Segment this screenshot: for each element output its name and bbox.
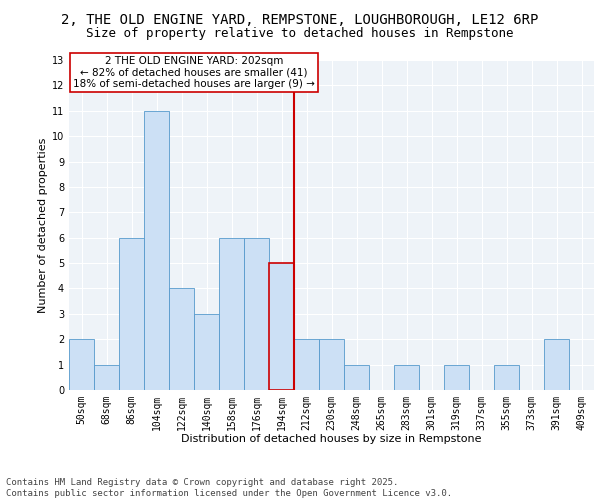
Bar — [169, 288, 194, 390]
Text: Size of property relative to detached houses in Rempstone: Size of property relative to detached ho… — [86, 28, 514, 40]
Bar — [494, 364, 519, 390]
Bar — [269, 263, 294, 390]
Bar — [294, 339, 319, 390]
Bar — [194, 314, 219, 390]
Bar — [319, 339, 344, 390]
Bar — [94, 364, 119, 390]
Text: Contains HM Land Registry data © Crown copyright and database right 2025.
Contai: Contains HM Land Registry data © Crown c… — [6, 478, 452, 498]
Text: 2, THE OLD ENGINE YARD, REMPSTONE, LOUGHBOROUGH, LE12 6RP: 2, THE OLD ENGINE YARD, REMPSTONE, LOUGH… — [61, 12, 539, 26]
Bar — [144, 111, 169, 390]
Bar — [119, 238, 144, 390]
Bar — [344, 364, 369, 390]
Text: 2 THE OLD ENGINE YARD: 202sqm
← 82% of detached houses are smaller (41)
18% of s: 2 THE OLD ENGINE YARD: 202sqm ← 82% of d… — [73, 56, 315, 90]
Bar — [394, 364, 419, 390]
Bar — [444, 364, 469, 390]
Bar — [244, 238, 269, 390]
Bar — [544, 339, 569, 390]
Bar — [69, 339, 94, 390]
Y-axis label: Number of detached properties: Number of detached properties — [38, 138, 47, 312]
X-axis label: Distribution of detached houses by size in Rempstone: Distribution of detached houses by size … — [181, 434, 482, 444]
Bar — [219, 238, 244, 390]
